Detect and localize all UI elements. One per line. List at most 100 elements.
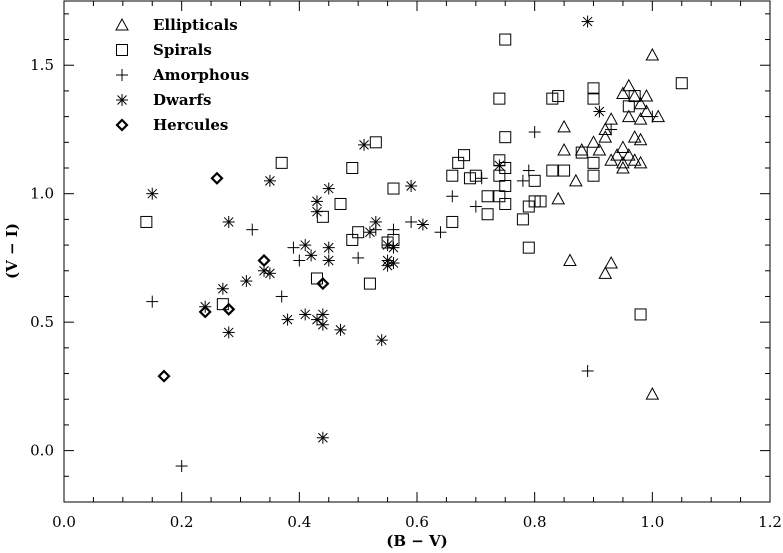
y-tick-label: 0.5	[30, 313, 54, 331]
data-point-square	[587, 156, 600, 169]
legend-marker-asterisk	[116, 94, 128, 106]
legend-label: Amorphous	[152, 66, 249, 84]
data-point-asterisk	[310, 195, 323, 208]
data-point-plus	[516, 174, 529, 187]
y-tick-label: 0.0	[30, 442, 54, 460]
data-point-square	[534, 195, 547, 208]
data-point-asterisk	[363, 226, 376, 239]
axis-tick-labels: 0.0 0.2 0.4 0.6 0.8 1.0 1.2 0.0 0.5 1.0 1.5	[30, 56, 782, 531]
y-tick-label: 1.5	[30, 56, 54, 74]
data-point-asterisk	[316, 318, 329, 331]
data-point-square	[310, 272, 323, 285]
data-point-plus	[246, 223, 259, 236]
data-point-triangle	[639, 104, 654, 117]
data-point-triangle	[592, 142, 607, 156]
data-point-square	[516, 213, 529, 226]
data-point-triangle	[627, 153, 642, 166]
data-point-square	[446, 215, 459, 228]
data-point-plus	[405, 215, 418, 228]
data-point-square	[452, 156, 465, 169]
data-point-triangle	[586, 135, 601, 148]
y-axis-title: (V − I)	[3, 223, 21, 279]
data-point-triangle	[633, 112, 648, 125]
x-tick-label: 0.8	[523, 513, 547, 531]
series-dwarfs	[146, 15, 606, 444]
data-point-square	[316, 210, 329, 223]
data-point-plus	[434, 226, 447, 239]
legend-item-ellipticals: Ellipticals	[115, 16, 238, 34]
data-point-triangle	[604, 153, 618, 166]
data-point-square	[575, 146, 588, 159]
data-point-plus	[293, 254, 306, 267]
data-point-asterisk	[222, 215, 235, 228]
data-point-square	[334, 197, 347, 210]
data-point-triangle	[627, 89, 642, 102]
data-point-asterisk	[322, 182, 335, 195]
data-point-square	[140, 215, 153, 228]
data-point-square	[493, 92, 506, 105]
data-point-asterisk	[299, 239, 312, 252]
legend: Ellipticals Spirals Amorphous Dwarfs Hercule…	[115, 16, 249, 134]
data-point-square	[528, 174, 541, 187]
data-point-square	[675, 77, 688, 90]
data-point-asterisk	[240, 275, 253, 288]
data-point-triangle	[627, 130, 642, 143]
data-point-triangle	[621, 109, 636, 123]
data-point-square	[363, 277, 376, 290]
legend-item-hercules: Hercules	[115, 116, 228, 134]
data-point-triangle	[574, 142, 589, 156]
data-point-square	[446, 169, 459, 182]
data-point-square	[216, 298, 229, 311]
data-point-plus	[528, 126, 541, 139]
data-point-asterisk	[281, 313, 294, 326]
data-point-square	[628, 90, 641, 103]
data-point-asterisk	[405, 179, 418, 192]
data-point-triangle	[616, 160, 630, 174]
data-point-asterisk	[316, 308, 329, 321]
data-point-square	[622, 100, 635, 113]
legend-label: Ellipticals	[153, 16, 238, 34]
x-axis-title: (B − V)	[386, 532, 448, 550]
data-point-asterisk	[581, 15, 594, 28]
data-point-square	[499, 131, 512, 144]
data-point-plus	[287, 241, 300, 254]
data-point-square	[587, 92, 600, 105]
legend-item-amorphous: Amorphous	[116, 66, 249, 84]
data-point-square	[481, 190, 494, 203]
data-point-asterisk	[493, 159, 506, 172]
data-point-asterisk	[222, 326, 235, 339]
data-point-square	[481, 208, 494, 221]
data-point-triangle	[604, 112, 618, 125]
data-point-triangle	[557, 119, 571, 133]
data-point-asterisk	[305, 249, 318, 262]
data-point-square	[352, 226, 365, 239]
data-point-diamond	[198, 305, 212, 319]
data-point-square	[275, 156, 288, 169]
data-point-diamond	[316, 277, 330, 291]
data-point-plus	[175, 460, 188, 473]
legend-item-spirals: Spirals	[116, 41, 212, 59]
legend-label: Dwarfs	[153, 91, 211, 109]
data-point-square	[558, 164, 571, 177]
series-ellipticals	[551, 47, 666, 400]
data-point-asterisk	[263, 267, 276, 280]
data-point-asterisk	[299, 308, 312, 321]
data-point-asterisk	[310, 205, 323, 218]
x-tick-label: 0.6	[405, 513, 429, 531]
data-point-asterisk	[310, 313, 323, 326]
x-tick-label: 1.0	[640, 513, 664, 531]
x-tick-label: 0.2	[170, 513, 194, 531]
data-point-square	[587, 82, 600, 95]
data-point-square	[546, 92, 559, 105]
legend-marker-triangle	[115, 17, 129, 31]
data-point-plus	[605, 123, 618, 136]
data-point-asterisk	[593, 105, 606, 118]
data-point-asterisk	[358, 138, 371, 151]
legend-marker-diamond	[115, 118, 129, 132]
data-point-plus	[275, 290, 288, 303]
data-point-asterisk	[375, 334, 388, 347]
data-point-plus	[387, 223, 400, 236]
data-point-triangle	[598, 266, 613, 279]
y-tick-label: 1.0	[30, 185, 54, 203]
